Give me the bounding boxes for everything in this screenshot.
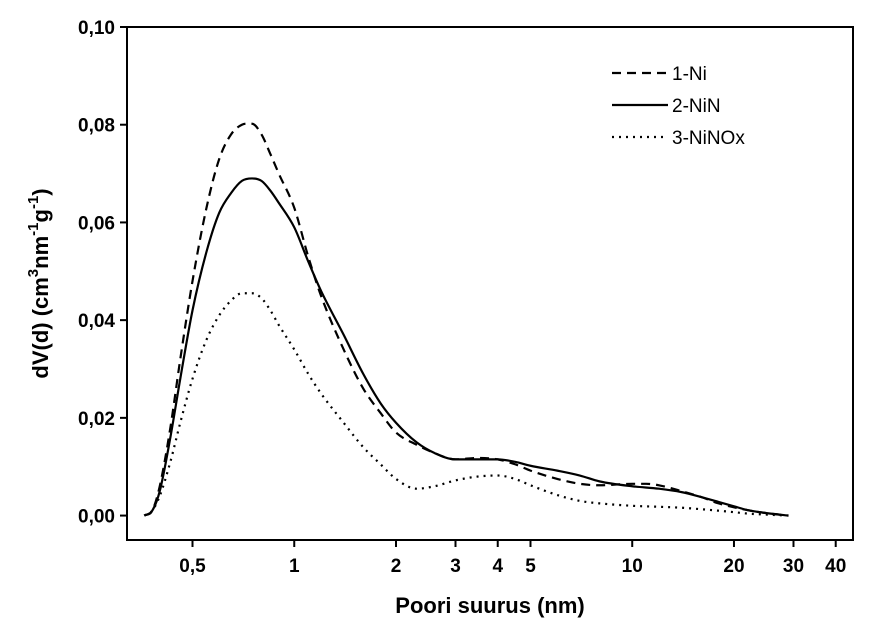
series-line-1-ni xyxy=(143,122,789,517)
x-tick-label: 10 xyxy=(622,556,643,577)
plot-frame xyxy=(126,26,854,541)
x-tick-label: 30 xyxy=(783,556,804,577)
y-axis-title-text: dV(d) (cm3nm-1g-1) xyxy=(25,188,53,378)
x-tick-label: 5 xyxy=(525,556,536,577)
y-axis-title-superscript: -1 xyxy=(25,196,42,209)
x-axis-ticks: 0,5 1 2 3 4 5 10 20 30 40 xyxy=(179,540,846,577)
y-axis-title-part: g xyxy=(28,209,53,222)
x-tick-label: 1 xyxy=(289,556,300,577)
y-tick-label: 0,08 xyxy=(78,116,115,137)
x-tick-label: 3 xyxy=(450,556,461,577)
y-axis-title-superscript: 3 xyxy=(25,269,42,277)
x-tick-label: 0,5 xyxy=(179,556,206,577)
x-tick-label: 40 xyxy=(825,556,846,577)
y-tick-label: 0,10 xyxy=(78,18,115,39)
x-tick-label: 2 xyxy=(391,556,402,577)
x-axis-title: Poori suurus (nm) xyxy=(395,593,584,618)
y-axis-title-part: dV(d) (cm xyxy=(28,277,53,378)
y-axis-title-part: nm xyxy=(28,236,53,269)
y-tick-label: 0,04 xyxy=(78,311,115,332)
y-axis-title-superscript: -1 xyxy=(25,222,42,235)
legend-label: 1-Ni xyxy=(672,64,707,85)
series-line-3-ninox xyxy=(143,292,789,517)
legend-label: 3-NiNOx xyxy=(672,128,745,149)
y-axis-title-part: ) xyxy=(28,188,53,195)
y-axis-title: dV(d) (cm3nm-1g-1) xyxy=(25,188,53,378)
legend: 1-Ni 2-NiN 3-NiNOx xyxy=(612,64,745,149)
legend-label: 2-NiN xyxy=(672,96,721,117)
x-tick-label: 4 xyxy=(492,556,503,577)
y-tick-label: 0,00 xyxy=(78,507,115,528)
y-tick-label: 0,02 xyxy=(78,409,115,430)
series-layer xyxy=(143,122,789,517)
x-tick-label: 20 xyxy=(723,556,744,577)
series-line-2-nin xyxy=(143,177,789,517)
y-tick-label: 0,06 xyxy=(78,213,115,234)
y-axis-ticks: 0,00 0,02 0,04 0,06 0,08 0,10 xyxy=(78,18,127,528)
